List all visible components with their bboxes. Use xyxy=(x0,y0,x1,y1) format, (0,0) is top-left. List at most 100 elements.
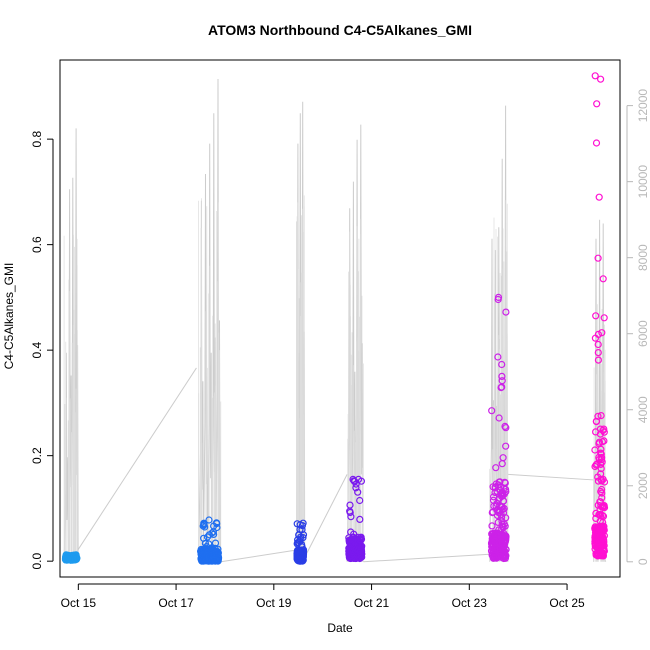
data-point xyxy=(493,506,501,514)
data-point xyxy=(599,475,607,483)
y-tick-label: 0.6 xyxy=(30,236,44,253)
data-point xyxy=(356,496,364,505)
data-point xyxy=(599,275,607,283)
altitude-connector xyxy=(69,367,197,563)
data-point xyxy=(356,548,364,556)
data-point xyxy=(591,72,599,80)
y2-tick-label: 12000 xyxy=(636,89,650,123)
altitude-trace-fill xyxy=(347,218,364,562)
data-point xyxy=(299,546,307,555)
altitude-trace-fill xyxy=(63,234,78,562)
data-point xyxy=(208,529,216,537)
data-point xyxy=(591,462,599,471)
data-point xyxy=(71,555,80,563)
data-point xyxy=(347,513,355,521)
data-point xyxy=(592,312,600,320)
data-point xyxy=(345,536,353,544)
y2-tick-label: 2000 xyxy=(636,472,650,499)
data-point xyxy=(596,75,605,83)
data-point xyxy=(354,488,362,496)
data-point xyxy=(494,295,502,304)
y-tick-label: 0.4 xyxy=(30,341,44,358)
y2-tick-label: 6000 xyxy=(636,320,650,347)
data-point xyxy=(594,349,602,357)
data-point xyxy=(208,556,216,564)
data-point xyxy=(352,484,360,492)
data-point xyxy=(212,519,221,527)
x-tick-label: Oct 23 xyxy=(452,596,488,610)
data-point xyxy=(595,193,603,201)
x-axis-label: Date xyxy=(327,621,353,635)
data-point xyxy=(594,340,602,349)
x-tick-label: Oct 19 xyxy=(256,596,292,610)
y2-tick-label: 0 xyxy=(636,558,650,565)
data-point xyxy=(357,534,365,542)
flight-points xyxy=(293,519,308,565)
data-point xyxy=(502,442,510,450)
data-point xyxy=(293,520,301,528)
data-point xyxy=(596,510,604,518)
data-point xyxy=(494,530,502,538)
data-point xyxy=(492,554,500,562)
data-point xyxy=(492,480,500,488)
data-point xyxy=(597,465,605,473)
data-point xyxy=(594,356,603,364)
data-point xyxy=(493,539,501,547)
altitude-trace-fill xyxy=(198,198,222,562)
data-point xyxy=(198,553,206,561)
data-point xyxy=(201,523,209,531)
data-point xyxy=(299,556,307,564)
flight-points xyxy=(61,551,81,564)
flight-points xyxy=(197,516,223,565)
data-point xyxy=(203,533,212,541)
data-point xyxy=(213,523,221,532)
data-point xyxy=(205,516,213,524)
y-axis-label: C4-C5Alkanes_GMI xyxy=(2,263,16,370)
chart-title: ATOM3 Northbound C4-C5Alkanes_GMI xyxy=(208,22,472,38)
data-point xyxy=(210,530,218,539)
data-point xyxy=(500,504,508,513)
data-point xyxy=(495,552,504,561)
data-point xyxy=(491,537,499,545)
data-point xyxy=(598,329,606,337)
altitude-connector xyxy=(220,549,295,563)
data-point xyxy=(594,254,602,262)
data-point xyxy=(502,514,510,522)
data-point xyxy=(591,532,600,541)
data-point xyxy=(499,490,507,498)
data-point xyxy=(499,523,507,532)
x-tick-label: Oct 17 xyxy=(158,596,194,610)
data-point xyxy=(209,528,217,536)
data-point xyxy=(498,377,506,385)
data-point xyxy=(597,487,605,496)
data-point xyxy=(296,535,304,543)
data-point xyxy=(591,446,599,454)
data-point xyxy=(501,478,509,486)
x-tick-label: Oct 25 xyxy=(549,596,585,610)
data-point xyxy=(597,450,605,458)
data-point xyxy=(495,496,503,504)
data-point xyxy=(347,540,355,548)
data-point xyxy=(499,552,507,560)
data-point xyxy=(598,438,607,446)
data-point xyxy=(349,536,357,544)
altitude-trace-fill xyxy=(296,195,305,562)
data-point xyxy=(491,545,499,554)
altitude-connector xyxy=(507,473,596,481)
data-point xyxy=(593,100,601,108)
data-point xyxy=(488,522,496,530)
data-point xyxy=(70,551,78,559)
altitude-connector xyxy=(363,553,490,563)
data-point xyxy=(346,508,354,517)
data-point xyxy=(594,550,603,558)
data-point xyxy=(295,538,303,547)
data-point xyxy=(599,426,607,435)
data-point xyxy=(357,552,365,560)
data-point xyxy=(495,414,503,422)
data-point xyxy=(207,545,215,554)
flight-points xyxy=(487,293,510,563)
data-point xyxy=(499,454,507,462)
data-point xyxy=(357,477,365,485)
data-point xyxy=(592,461,600,469)
